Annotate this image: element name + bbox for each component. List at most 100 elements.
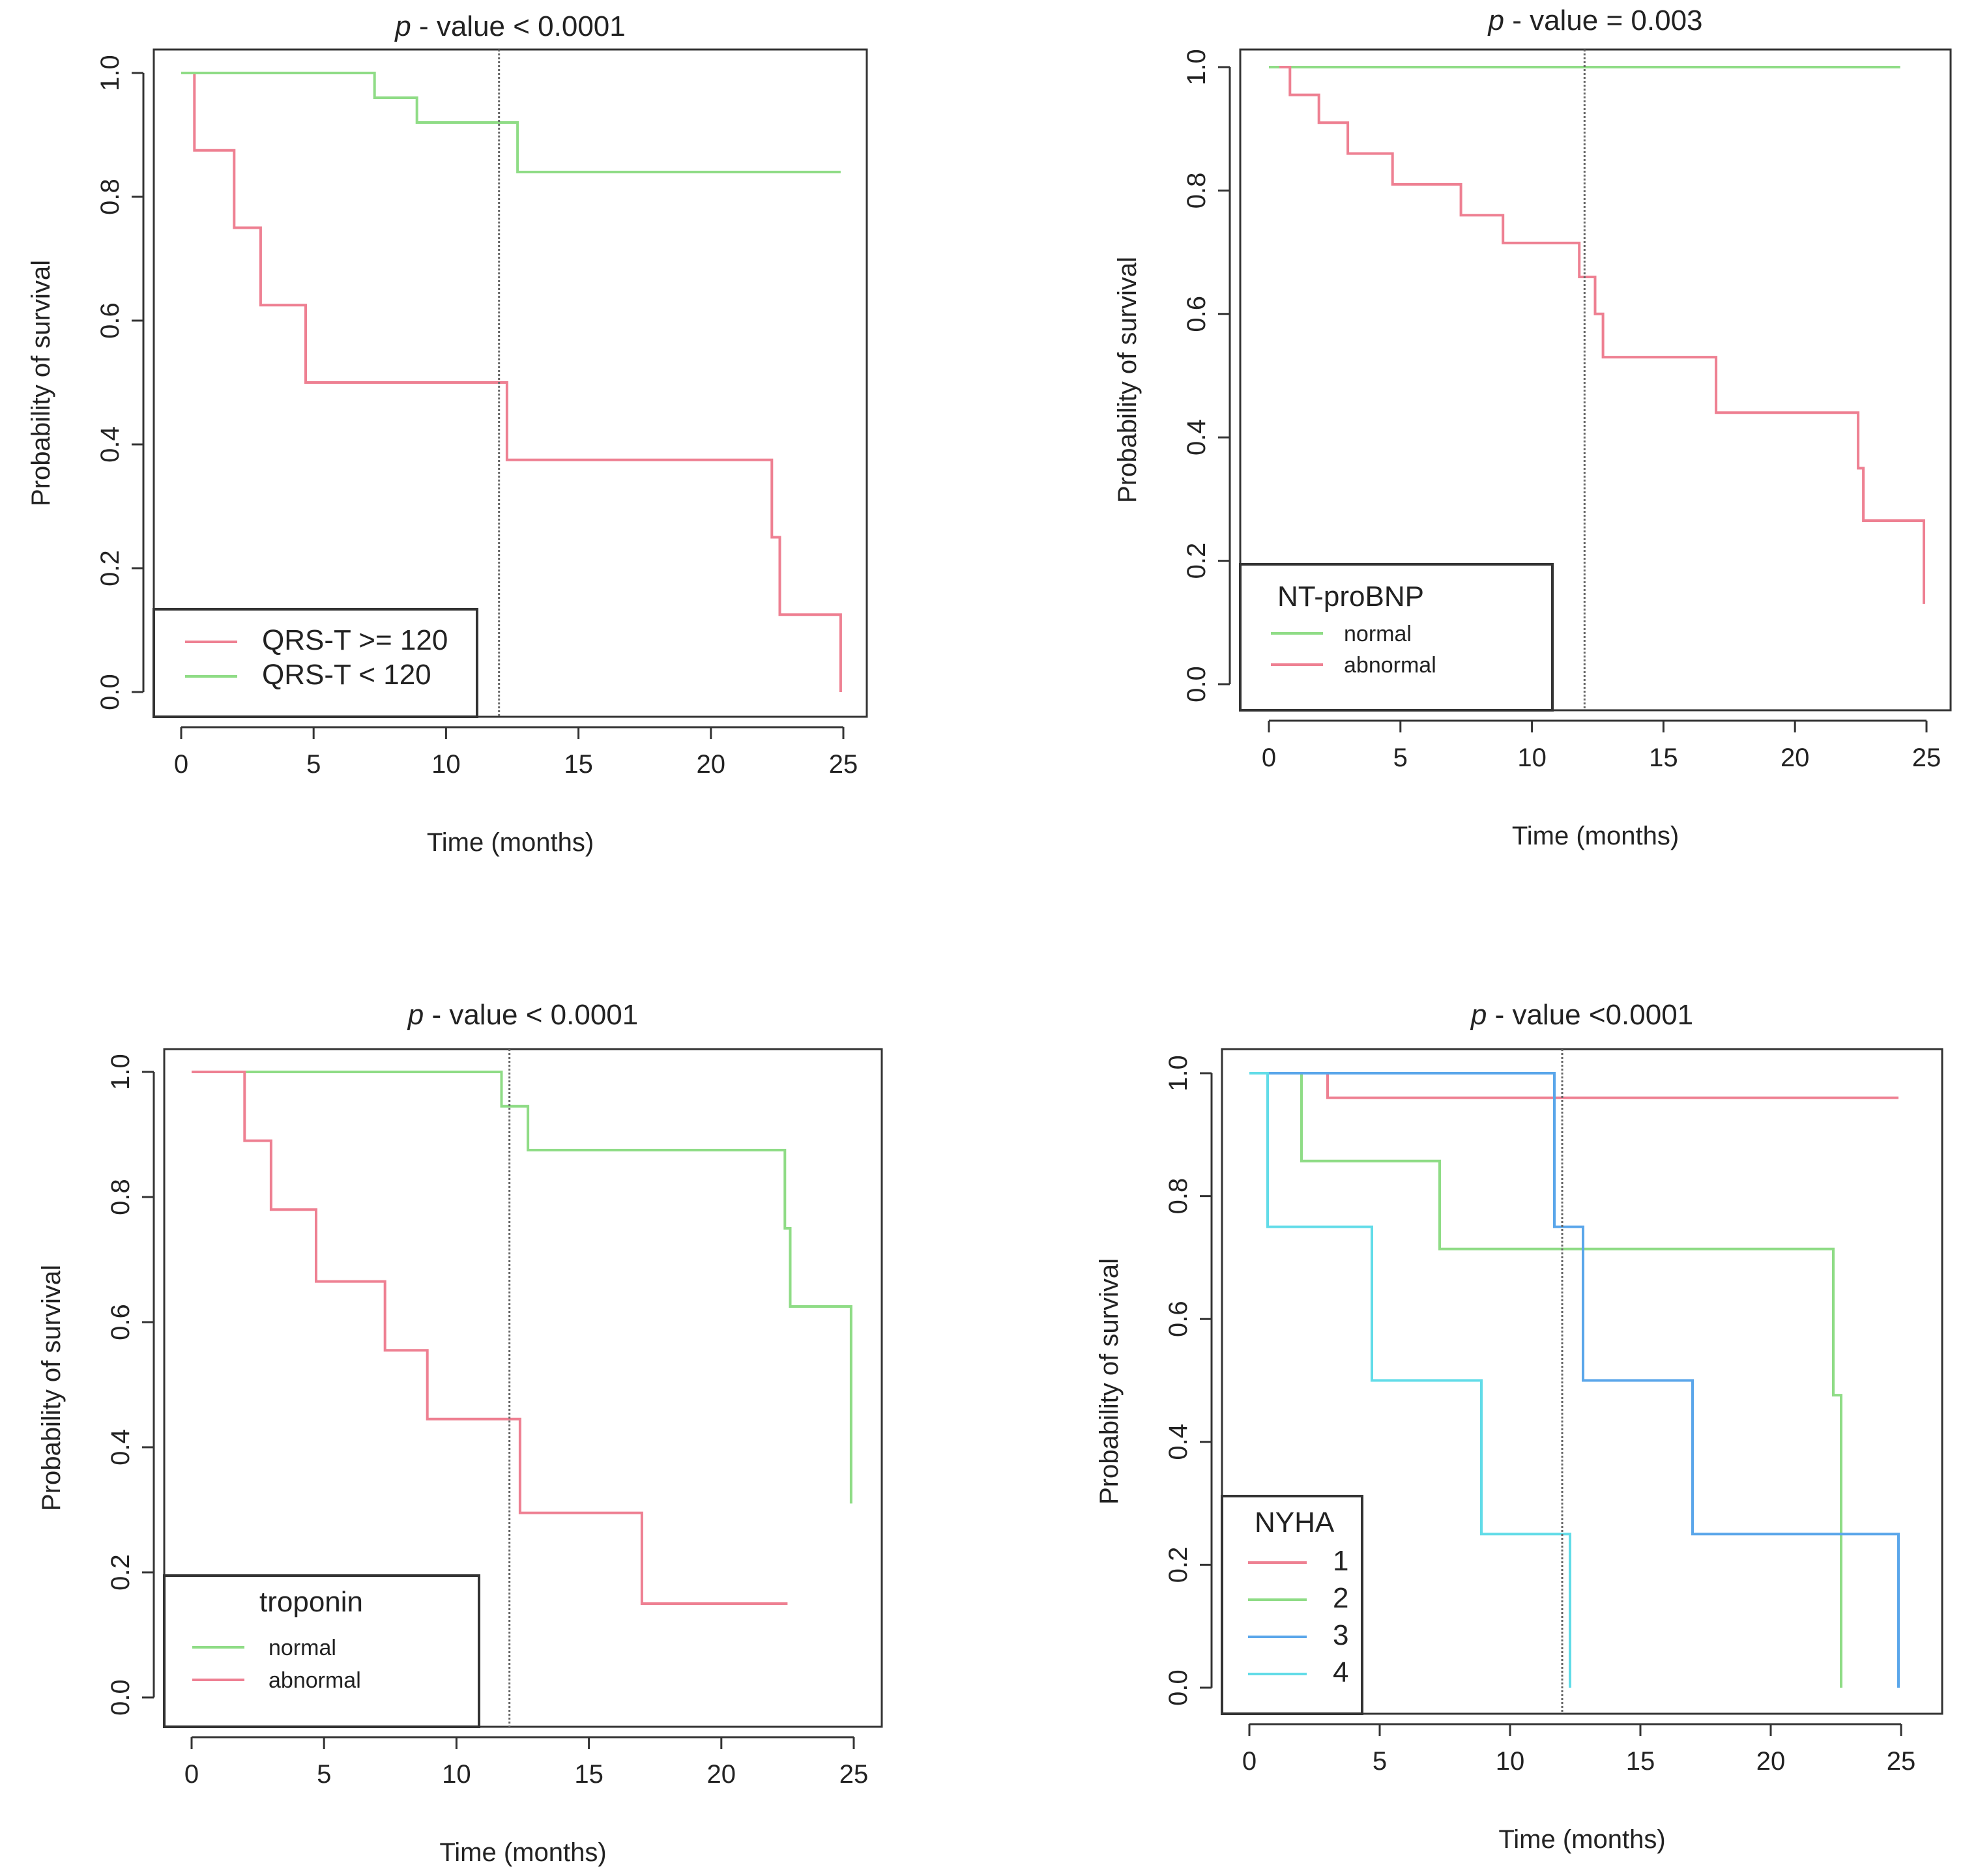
legend-box bbox=[1221, 1495, 1363, 1715]
y-axis-label: Probability of survival bbox=[27, 260, 55, 506]
y-axis-label: Probability of survival bbox=[37, 1265, 66, 1511]
plot-frame bbox=[163, 1048, 883, 1728]
y-tick-label: 0.2 bbox=[1164, 1547, 1193, 1583]
panel-title: p - value = 0.003 bbox=[1487, 5, 1702, 36]
survival-curve-abnormal bbox=[1279, 66, 1925, 604]
y-tick-label: 0.4 bbox=[96, 426, 124, 463]
panel-title: p - value < 0.0001 bbox=[394, 10, 626, 42]
title-p-italic: p bbox=[394, 10, 411, 42]
x-tick-label: 0 bbox=[174, 750, 188, 779]
x-tick-label: 10 bbox=[431, 750, 461, 779]
x-tick-label: 20 bbox=[697, 750, 726, 779]
x-tick-label: 25 bbox=[1887, 1747, 1916, 1776]
legend-title: troponin bbox=[259, 1586, 363, 1618]
title-p-italic: p bbox=[407, 999, 424, 1031]
legend-box bbox=[153, 608, 478, 718]
y-tick-label: 0.0 bbox=[1164, 1669, 1193, 1706]
y-tick-label: 0.8 bbox=[1164, 1178, 1193, 1215]
survival-panel-2: p - value = 0.003 0 5 10 15 20 25 Time (months)… bbox=[1113, 5, 1952, 850]
survival-curve-qrs-t-120 bbox=[181, 72, 841, 173]
plot-frame bbox=[1239, 48, 1952, 712]
legend-label: 2 bbox=[1333, 1582, 1348, 1614]
legend-label: QRS-T >= 120 bbox=[262, 624, 448, 656]
y-tick-label: 0.0 bbox=[1182, 666, 1211, 702]
y-tick-label: 0.0 bbox=[96, 674, 124, 710]
x-tick-label: 0 bbox=[184, 1760, 199, 1789]
x-tick-label: 0 bbox=[1242, 1747, 1257, 1776]
survival-panel-4: p - value <0.0001 0 5 10 15 20 25 Time (months)… bbox=[1095, 999, 1943, 1854]
y-tick-label: 0.6 bbox=[1164, 1301, 1193, 1337]
x-tick-label: 5 bbox=[317, 1760, 331, 1789]
x-tick-label: 20 bbox=[707, 1760, 736, 1789]
survival-curve-normal bbox=[192, 1071, 852, 1504]
x-axis-label: Time (months) bbox=[1498, 1825, 1665, 1854]
legend-label: QRS-T < 120 bbox=[262, 659, 431, 691]
x-axis-label: Time (months) bbox=[1512, 822, 1679, 850]
x-tick-label: 15 bbox=[574, 1760, 603, 1789]
survival-curve-3 bbox=[1249, 1072, 1900, 1688]
title-p-value: - value = 0.003 bbox=[1504, 5, 1703, 36]
y-tick-label: 0.6 bbox=[106, 1304, 135, 1340]
panel-title: p - value < 0.0001 bbox=[407, 999, 639, 1031]
title-p-value: - value < 0.0001 bbox=[411, 10, 626, 42]
x-tick-label: 20 bbox=[1756, 1747, 1786, 1776]
y-tick-label: 0.8 bbox=[96, 179, 124, 215]
y-axis-label: Probability of survival bbox=[1095, 1258, 1124, 1505]
y-axis-label: Probability of survival bbox=[1113, 257, 1142, 503]
y-tick-label: 0.6 bbox=[96, 302, 124, 339]
x-tick-label: 15 bbox=[564, 750, 593, 779]
x-tick-label: 10 bbox=[1496, 1747, 1525, 1776]
y-tick-label: 1.0 bbox=[96, 55, 124, 91]
y-tick-label: 0.0 bbox=[106, 1679, 135, 1716]
x-tick-label: 25 bbox=[839, 1760, 869, 1789]
x-tick-label: 0 bbox=[1262, 743, 1276, 772]
y-tick-label: 0.8 bbox=[106, 1179, 135, 1215]
x-axis-label: Time (months) bbox=[427, 828, 594, 857]
x-tick-label: 20 bbox=[1781, 743, 1810, 772]
x-tick-label: 5 bbox=[306, 750, 321, 779]
legend-title: NYHA bbox=[1255, 1507, 1335, 1538]
survival-curve-qrs-t-120 bbox=[193, 73, 842, 692]
y-tick-label: 1.0 bbox=[1182, 49, 1211, 85]
x-tick-label: 10 bbox=[1517, 743, 1547, 772]
legend-box bbox=[1239, 563, 1554, 712]
legend-box bbox=[163, 1574, 480, 1728]
x-tick-label: 25 bbox=[829, 750, 858, 779]
y-tick-label: 0.6 bbox=[1182, 296, 1211, 332]
y-tick-label: 0.4 bbox=[1164, 1424, 1193, 1460]
legend-label: 1 bbox=[1333, 1545, 1348, 1577]
survival-panel-1: p - value < 0.0001 0 5 10 15 20 25 Time (months… bbox=[27, 10, 868, 857]
legend-label: normal bbox=[269, 1636, 336, 1660]
x-tick-label: 25 bbox=[1912, 743, 1941, 772]
survival-panel-3: p - value < 0.0001 0 5 10 15 20 25 Time (months… bbox=[37, 999, 883, 1867]
legend-title: NT-proBNP bbox=[1277, 581, 1424, 613]
x-tick-label: 5 bbox=[1393, 743, 1408, 772]
x-tick-label: 5 bbox=[1373, 1747, 1387, 1776]
title-p-value: - value <0.0001 bbox=[1487, 999, 1693, 1031]
x-tick-label: 15 bbox=[1626, 1747, 1655, 1776]
panel-title: p - value <0.0001 bbox=[1470, 999, 1693, 1031]
survival-curve-1 bbox=[1283, 1072, 1898, 1099]
y-tick-label: 1.0 bbox=[1164, 1055, 1193, 1091]
plot-frame bbox=[153, 48, 868, 718]
y-tick-label: 1.0 bbox=[106, 1054, 135, 1090]
x-tick-label: 15 bbox=[1649, 743, 1678, 772]
y-tick-label: 0.4 bbox=[106, 1429, 135, 1465]
title-p-italic: p bbox=[1487, 5, 1504, 36]
legend-label: 4 bbox=[1333, 1656, 1348, 1688]
y-tick-label: 0.2 bbox=[96, 550, 124, 586]
x-tick-label: 10 bbox=[442, 1760, 471, 1789]
y-tick-label: 0.8 bbox=[1182, 173, 1211, 209]
survival-curve-abnormal bbox=[192, 1071, 788, 1605]
title-p-value: - value < 0.0001 bbox=[424, 999, 638, 1031]
legend-label: abnormal bbox=[1344, 653, 1436, 678]
y-tick-label: 0.2 bbox=[1182, 543, 1211, 579]
title-p-italic: p bbox=[1470, 999, 1487, 1031]
y-tick-label: 0.2 bbox=[106, 1554, 135, 1591]
survival-curve-4 bbox=[1249, 1072, 1571, 1688]
legend-label: abnormal bbox=[269, 1668, 361, 1693]
x-axis-label: Time (months) bbox=[439, 1838, 606, 1867]
legend-label: 3 bbox=[1333, 1619, 1348, 1651]
